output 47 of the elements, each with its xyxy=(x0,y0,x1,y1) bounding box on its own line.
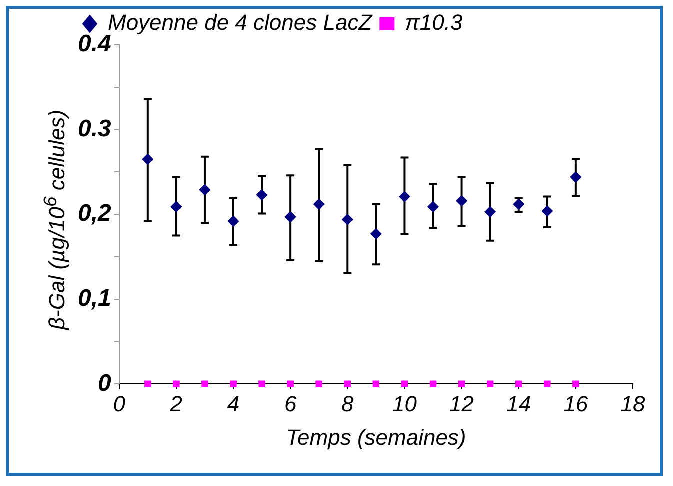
point xyxy=(484,206,496,218)
point xyxy=(544,380,551,388)
y-tick-label: 0 xyxy=(98,370,112,397)
point xyxy=(370,228,382,240)
x-tick-label: 4 xyxy=(227,392,240,417)
x-tick-label: 18 xyxy=(620,392,646,417)
point xyxy=(230,380,237,388)
point xyxy=(372,380,380,388)
point xyxy=(228,216,240,227)
x-tick-label: 2 xyxy=(169,392,183,417)
point xyxy=(285,212,296,223)
point xyxy=(199,184,210,196)
point xyxy=(458,380,466,388)
point xyxy=(456,196,468,207)
point xyxy=(516,380,522,388)
point xyxy=(486,380,494,388)
point xyxy=(142,154,154,165)
point xyxy=(401,380,408,388)
x-tick-label: 6 xyxy=(284,392,298,417)
point xyxy=(144,380,152,388)
point xyxy=(513,198,524,210)
point xyxy=(314,198,325,210)
point xyxy=(570,172,582,183)
point xyxy=(572,380,580,388)
x-tick-label: 10 xyxy=(392,392,418,417)
x-tick-label: 14 xyxy=(506,392,532,417)
point xyxy=(170,201,182,212)
y-tick-label: 0,1 xyxy=(78,285,112,312)
legend-label: π10.3 xyxy=(405,10,464,36)
y-tick-label: 0,2 xyxy=(78,200,112,228)
point xyxy=(256,190,268,201)
point xyxy=(173,380,180,388)
point xyxy=(342,214,354,226)
point xyxy=(344,380,351,388)
x-axis-title: Temps (semaines) xyxy=(286,424,466,450)
x-tick-label: 8 xyxy=(342,392,355,417)
point xyxy=(258,380,266,388)
point xyxy=(202,380,208,388)
point xyxy=(287,380,294,388)
y-tick-label: 0.3 xyxy=(78,115,112,142)
point xyxy=(430,380,437,388)
x-tick-label: 12 xyxy=(450,392,474,417)
point xyxy=(428,201,439,212)
point xyxy=(316,380,322,388)
point xyxy=(542,206,553,217)
x-tick-label: 16 xyxy=(564,392,589,417)
point xyxy=(399,191,410,202)
